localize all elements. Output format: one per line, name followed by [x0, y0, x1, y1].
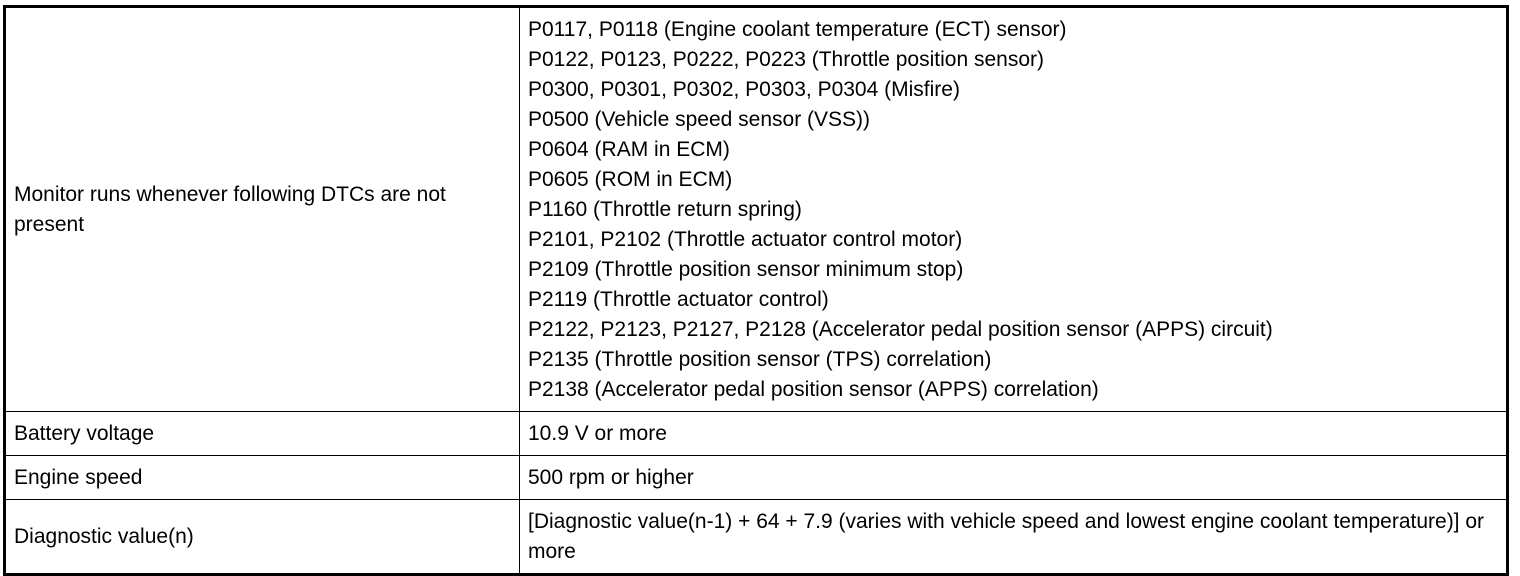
value-line: P2135 (Throttle position sensor (TPS) co… [528, 348, 992, 371]
value-line: P0604 (RAM in ECM) [528, 138, 730, 161]
value-line: P0117, P0118 (Engine coolant temperature… [528, 18, 1067, 41]
value-line: P0605 (ROM in ECM) [528, 168, 733, 191]
value-line: P2119 (Throttle actuator control) [528, 288, 829, 311]
value-line: P2138 (Accelerator pedal position sensor… [528, 378, 1099, 401]
value-line: P0122, P0123, P0222, P0223 (Throttle pos… [528, 48, 1044, 71]
value-line: P2109 (Throttle position sensor minimum … [528, 258, 964, 281]
row-value: [Diagnostic value(n-1) + 64 + 7.9 (varie… [519, 499, 1508, 575]
row-label: Engine speed [4, 455, 520, 500]
value-line: 500 rpm or higher [528, 466, 694, 489]
row-label: Diagnostic value(n) [4, 499, 520, 575]
row-value: P0117, P0118 (Engine coolant temperature… [519, 6, 1508, 412]
value-line: [Diagnostic value(n-1) + 64 + 7.9 (varie… [528, 510, 1485, 563]
value-line: P1160 (Throttle return spring) [528, 198, 802, 221]
value-line: P0500 (Vehicle speed sensor (VSS)) [528, 108, 871, 131]
conditions-table: Monitor runs whenever following DTCs are… [3, 5, 1509, 576]
row-value: 10.9 V or more [519, 411, 1508, 456]
table-row: Monitor runs whenever following DTCs are… [4, 6, 1508, 412]
row-label: Monitor runs whenever following DTCs are… [4, 6, 520, 412]
row-label: Battery voltage [4, 411, 520, 456]
table-row: Diagnostic value(n) [Diagnostic value(n-1… [4, 499, 1508, 575]
table-row: Engine speed 500 rpm or higher [4, 455, 1508, 500]
row-value: 500 rpm or higher [519, 455, 1508, 500]
table-row: Battery voltage 10.9 V or more [4, 411, 1508, 456]
value-line: P0300, P0301, P0302, P0303, P0304 (Misfi… [528, 78, 960, 101]
value-line: P2122, P2123, P2127, P2128 (Accelerator … [528, 318, 1273, 341]
value-line: 10.9 V or more [528, 422, 667, 445]
value-line: P2101, P2102 (Throttle actuator control … [528, 228, 963, 251]
